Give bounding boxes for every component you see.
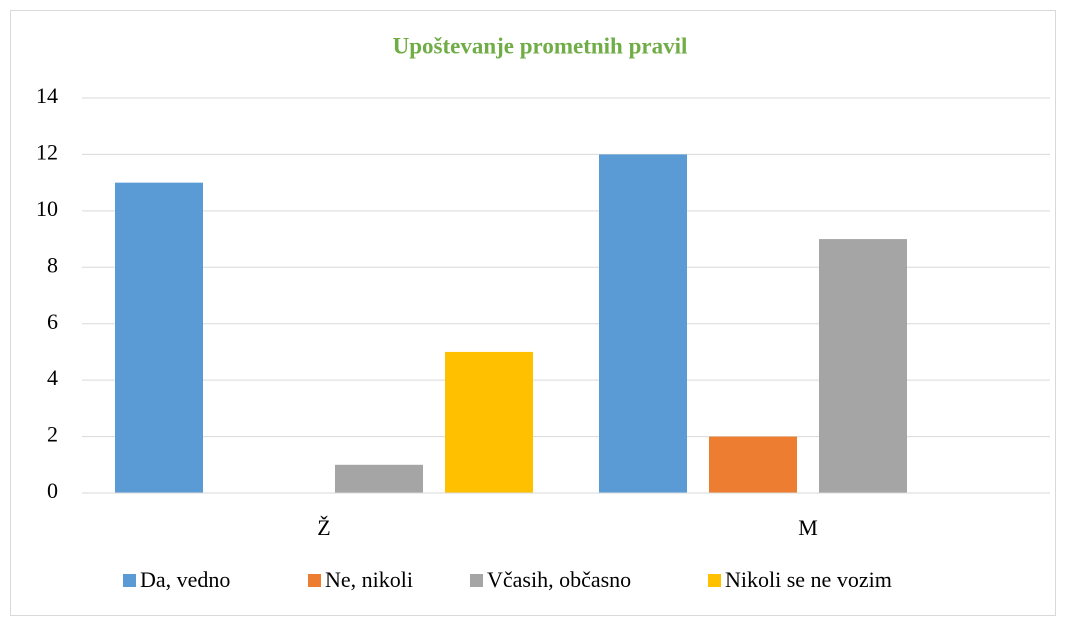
legend-label: Da, vedno [140,567,230,592]
bar [599,154,687,493]
legend-label: Ne, nikoli [325,567,413,592]
legend-swatch [470,574,483,587]
x-tick-label: Ž [317,515,330,540]
bar [445,351,533,493]
bar [115,182,203,493]
y-tick-label: 6 [47,309,58,334]
x-tick-label: M [798,515,818,540]
legend-label: Nikoli se ne vozim [725,567,892,592]
y-tick-label: 14 [36,83,58,108]
y-tick-label: 12 [36,139,58,164]
y-tick-label: 10 [36,196,58,221]
y-tick-label: 8 [47,252,58,277]
legend-swatch [708,574,721,587]
legend-label: Včasih, občasno [487,567,631,592]
y-tick-label: 0 [47,478,58,503]
bar [819,239,907,493]
legend-swatch [123,574,136,587]
chart-title: Upoštevanje prometnih pravil [393,33,688,58]
bar [335,464,423,493]
legend-swatch [308,574,321,587]
y-tick-label: 4 [47,365,58,390]
y-tick-label: 2 [47,422,58,447]
bar [709,436,797,493]
